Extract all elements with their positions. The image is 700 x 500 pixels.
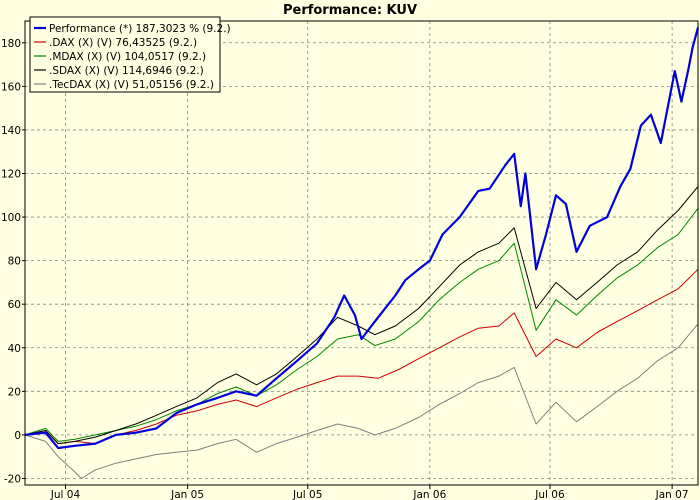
x-axis: Jul 04 Jan 05 Jul 05 Jan 06 Jul 06 Jan 07: [50, 485, 689, 500]
y-tick-label: 120: [1, 168, 21, 180]
y-tick-label: 80: [8, 256, 21, 268]
y-tick-label: 140: [1, 125, 21, 137]
legend-label-sdax: .SDAX (X) (V) 114,6946 (9.2.): [49, 65, 204, 77]
x-tick-label: Jan 05: [170, 489, 204, 500]
x-tick-label: Jan 07: [655, 489, 689, 500]
legend-label-tecdax: .TecDAX (X) (V) 51,05156 (9.2.): [49, 79, 214, 91]
y-tick-label: -20: [4, 473, 21, 485]
y-axis: -20 0 20 40 60 80 100 120 140 160 180: [1, 38, 25, 485]
y-tick-label: 20: [8, 386, 21, 398]
series-line-dax: [24, 268, 699, 445]
series-line-mdax: [24, 207, 699, 442]
series-line-tecdax: [24, 323, 699, 479]
plot-area: [24, 20, 700, 486]
x-tick-label: Jul 04: [50, 489, 81, 500]
legend-label-dax: .DAX (X) (V) 76,43525 (9.2.): [49, 37, 197, 49]
y-tick-label: 180: [1, 38, 21, 50]
legend-label-mdax: .MDAX (X) (V) 104,0517 (9.2.): [49, 51, 206, 63]
y-tick-label: 40: [8, 343, 21, 355]
y-tick-label: 100: [1, 212, 21, 224]
x-tick-label: Jan 06: [412, 489, 446, 500]
legend-label-performance: Performance (*) 187,3023 % (9.2.): [49, 23, 231, 35]
legend: Performance (*) 187,3023 % (9.2.) .DAX (X…: [29, 16, 231, 93]
series-line-performance: [24, 27, 700, 450]
plot-background: [25, 21, 698, 485]
y-tick-label: 60: [8, 299, 21, 311]
y-tick-label: 160: [1, 81, 21, 93]
plot-border: [24, 20, 699, 486]
series-group: [24, 27, 700, 479]
x-tick-label: Jul 05: [292, 489, 322, 500]
legend-box: [29, 16, 221, 93]
y-tick-label: 0: [14, 430, 21, 442]
chart-title: Performance: KUV: [283, 3, 417, 18]
x-tick-label: Jul 06: [534, 489, 565, 500]
